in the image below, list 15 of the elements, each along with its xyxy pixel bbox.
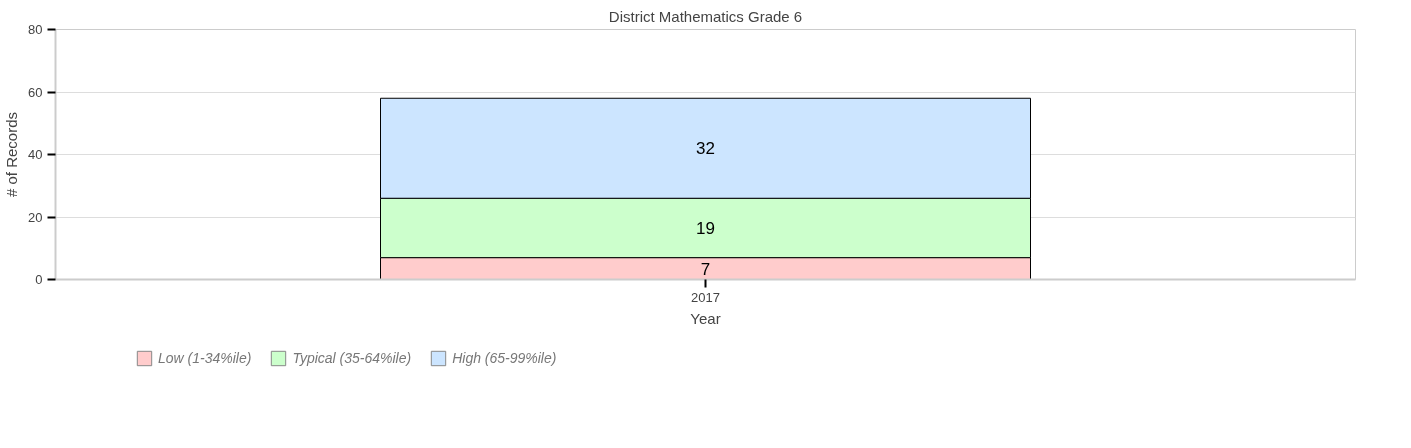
y-tick-label: 80 [28,22,43,37]
data-label: 19 [696,218,715,238]
legend-label: Low (1-34%ile) [158,350,252,366]
y-tick-label: 40 [28,147,43,162]
y-tick-label: 0 [35,272,43,287]
x-axis-title: Year [690,309,721,327]
data-label: 32 [696,139,715,159]
chart-title: District Mathematics Grade 6 [608,7,803,25]
legend-label: High (65-99%ile) [452,350,557,366]
x-tick-label: 2017 [691,289,720,305]
legend-label: Typical (35-64%ile) [292,350,412,366]
data-label: 7 [700,259,711,279]
y-axis-title: # of Records [3,111,21,198]
y-tick-label: 60 [28,84,43,100]
y-tick-label: 20 [28,209,43,225]
